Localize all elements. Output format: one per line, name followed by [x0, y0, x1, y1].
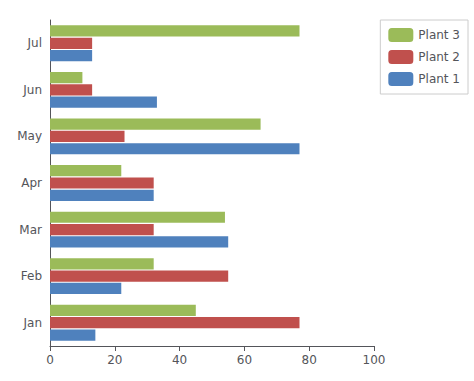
svg-text:40: 40	[172, 353, 187, 367]
svg-text:Feb: Feb	[21, 269, 42, 283]
svg-text:Plant 3: Plant 3	[418, 28, 460, 42]
svg-text:Plant 2: Plant 2	[418, 50, 460, 64]
svg-text:Jun: Jun	[22, 83, 42, 97]
svg-text:May: May	[17, 129, 42, 143]
svg-text:80: 80	[302, 353, 317, 367]
svg-text:0: 0	[46, 353, 54, 367]
svg-text:Plant 1: Plant 1	[418, 72, 460, 86]
svg-text:20: 20	[107, 353, 122, 367]
svg-text:Apr: Apr	[21, 176, 42, 190]
svg-text:Mar: Mar	[19, 223, 42, 237]
svg-text:Jan: Jan	[23, 316, 43, 330]
svg-text:100: 100	[363, 353, 386, 367]
svg-text:60: 60	[237, 353, 252, 367]
svg-text:Jul: Jul	[27, 36, 42, 50]
